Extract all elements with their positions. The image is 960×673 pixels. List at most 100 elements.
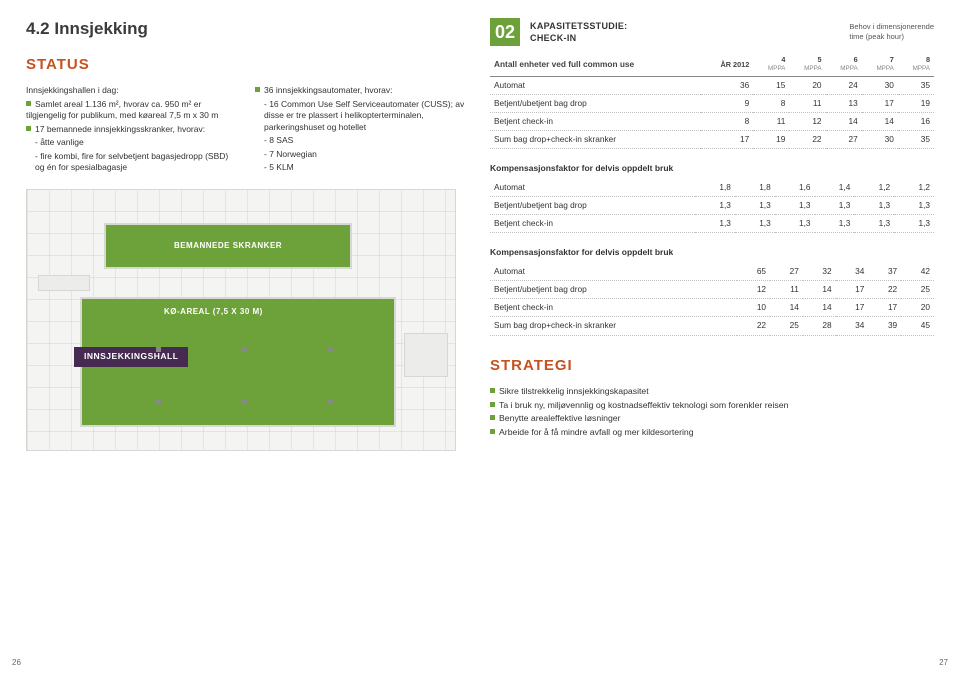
t1-c1: 4MPPA	[753, 52, 789, 76]
cell-value: 65	[737, 263, 770, 281]
row-label: Automat	[490, 263, 737, 281]
cell-value: 22	[789, 131, 825, 149]
zone-ko-label: KØ-AREAL (7,5 X 30 M)	[164, 307, 263, 318]
status-col-1: Innsjekkingshallen i dag: Samlet areal 1…	[26, 85, 237, 175]
cell-value: 1,3	[815, 197, 855, 215]
cell-value: 42	[901, 263, 934, 281]
cell-value: 35	[898, 76, 934, 94]
capacity-title: KAPASITETSSTUDIE:	[530, 20, 627, 32]
sub-norwegian: - 7 Norwegian	[255, 149, 466, 160]
row-label: Betjent check-in	[490, 113, 701, 131]
cell-value: 17	[868, 299, 901, 317]
bullet-skranker: 17 bemannede innsjekkingsskranker, hvora…	[26, 124, 237, 135]
cell-value: 34	[836, 263, 869, 281]
cell-value: 1,3	[735, 197, 775, 215]
cell-value: 12	[789, 113, 825, 131]
cell-value: 1,3	[775, 197, 815, 215]
cell-value: 24	[826, 76, 862, 94]
cell-value: 14	[770, 299, 803, 317]
theme-number: 02	[495, 22, 515, 42]
pillar-icon	[328, 347, 333, 352]
cell-value: 22	[737, 317, 770, 335]
t1-rowheader: Antall enheter ved full common use	[490, 52, 701, 76]
cell-value: 1,3	[775, 215, 815, 233]
table-row: Betjent/ubetjent bag drop121114172225	[490, 281, 934, 299]
cell-value: 27	[826, 131, 862, 149]
row-label: Betjent check-in	[490, 299, 737, 317]
cell-value: 1,3	[815, 215, 855, 233]
floorplan-diagram: BEMANNEDE SKRANKER KØ-AREAL (7,5 X 30 M)…	[26, 189, 456, 451]
zone-bemannede: BEMANNEDE SKRANKER	[104, 223, 352, 269]
cell-value: 8	[701, 113, 753, 131]
cell-value: 14	[862, 113, 898, 131]
table-row: Automat361520243035	[490, 76, 934, 94]
zone-hall-label: INNSJEKKINGSHALL	[74, 347, 188, 366]
cell-value: 20	[901, 299, 934, 317]
cell-value: 30	[862, 76, 898, 94]
cell-value: 1,3	[735, 215, 775, 233]
strategy-item: Ta i bruk ny, miljøvennlig og kostnadsef…	[490, 400, 934, 412]
row-label: Betjent check-in	[490, 215, 695, 233]
cell-value: 14	[826, 113, 862, 131]
pillar-icon	[242, 399, 247, 404]
cell-value: 1,8	[695, 179, 735, 197]
cell-value: 45	[901, 317, 934, 335]
cell-value: 12	[737, 281, 770, 299]
cell-value: 17	[701, 131, 753, 149]
table-row: Betjent/ubetjent bag drop9811131719	[490, 94, 934, 112]
sub-cuss: - 16 Common Use Self Serviceautomater (C…	[255, 99, 466, 133]
cell-value: 8	[753, 94, 789, 112]
table2-title: Kompensasjonsfaktor for delvis oppdelt b…	[490, 163, 934, 174]
cell-value: 25	[770, 317, 803, 335]
t1-c2: 5MPPA	[789, 52, 825, 76]
zone-koareal: KØ-AREAL (7,5 X 30 M) INNSJEKKINGSHALL	[80, 297, 396, 427]
pillar-icon	[156, 399, 161, 404]
pillar-icon	[328, 399, 333, 404]
cell-value: 1,3	[854, 215, 894, 233]
status-heading: STATUS	[26, 55, 466, 75]
cell-value: 1,3	[695, 215, 735, 233]
cell-value: 9	[701, 94, 753, 112]
t1-c4: 7MPPA	[862, 52, 898, 76]
cell-value: 15	[753, 76, 789, 94]
cell-value: 17	[862, 94, 898, 112]
row-label: Sum bag drop+check-in skranker	[490, 317, 737, 335]
cell-value: 1,2	[854, 179, 894, 197]
table-row: Betjent/ubetjent bag drop1,31,31,31,31,3…	[490, 197, 934, 215]
cell-value: 13	[826, 94, 862, 112]
sub-kombi: - fire kombi, fire for selvbetjent bagas…	[26, 151, 237, 174]
cell-value: 28	[803, 317, 836, 335]
cell-value: 27	[770, 263, 803, 281]
sub-sas: - 8 SAS	[255, 135, 466, 146]
pillar-icon	[242, 347, 247, 352]
row-label: Automat	[490, 179, 695, 197]
table-row: Betjent check-in81112141416	[490, 113, 934, 131]
cell-value: 19	[898, 94, 934, 112]
cell-value: 1,3	[894, 197, 934, 215]
cell-value: 30	[862, 131, 898, 149]
zone-bemannede-label: BEMANNEDE SKRANKER	[174, 241, 282, 252]
bullet-automater: 36 innsjekkingsautomater, hvorav:	[255, 85, 466, 96]
table-row: Automat1,81,81,61,41,21,2	[490, 179, 934, 197]
capacity-sub: CHECK-IN	[530, 32, 627, 44]
cell-value: 11	[789, 94, 825, 112]
strategy-item: Benytte arealeffektive løsninger	[490, 413, 934, 425]
table-common-use: Antall enheter ved full common use ÅR 20…	[490, 52, 934, 149]
cell-value: 11	[770, 281, 803, 299]
cell-value: 1,3	[894, 215, 934, 233]
cell-value: 19	[753, 131, 789, 149]
table-row: Automat652732343742	[490, 263, 934, 281]
t1-c5: 8MPPA	[898, 52, 934, 76]
strategy-item: Sikre tilstrekkelig innsjekkingskapasite…	[490, 386, 934, 398]
intro-line: Innsjekkingshallen i dag:	[26, 85, 237, 96]
row-label: Automat	[490, 76, 701, 94]
cell-value: 1,8	[735, 179, 775, 197]
t1-c3: 6MPPA	[826, 52, 862, 76]
theme-badge: 02	[490, 18, 520, 46]
cell-value: 17	[836, 281, 869, 299]
cell-value: 22	[868, 281, 901, 299]
row-label: Betjent/ubetjent bag drop	[490, 197, 695, 215]
peak-line1: Behov i dimensjonerende	[849, 22, 934, 32]
cell-value: 10	[737, 299, 770, 317]
cell-value: 39	[868, 317, 901, 335]
